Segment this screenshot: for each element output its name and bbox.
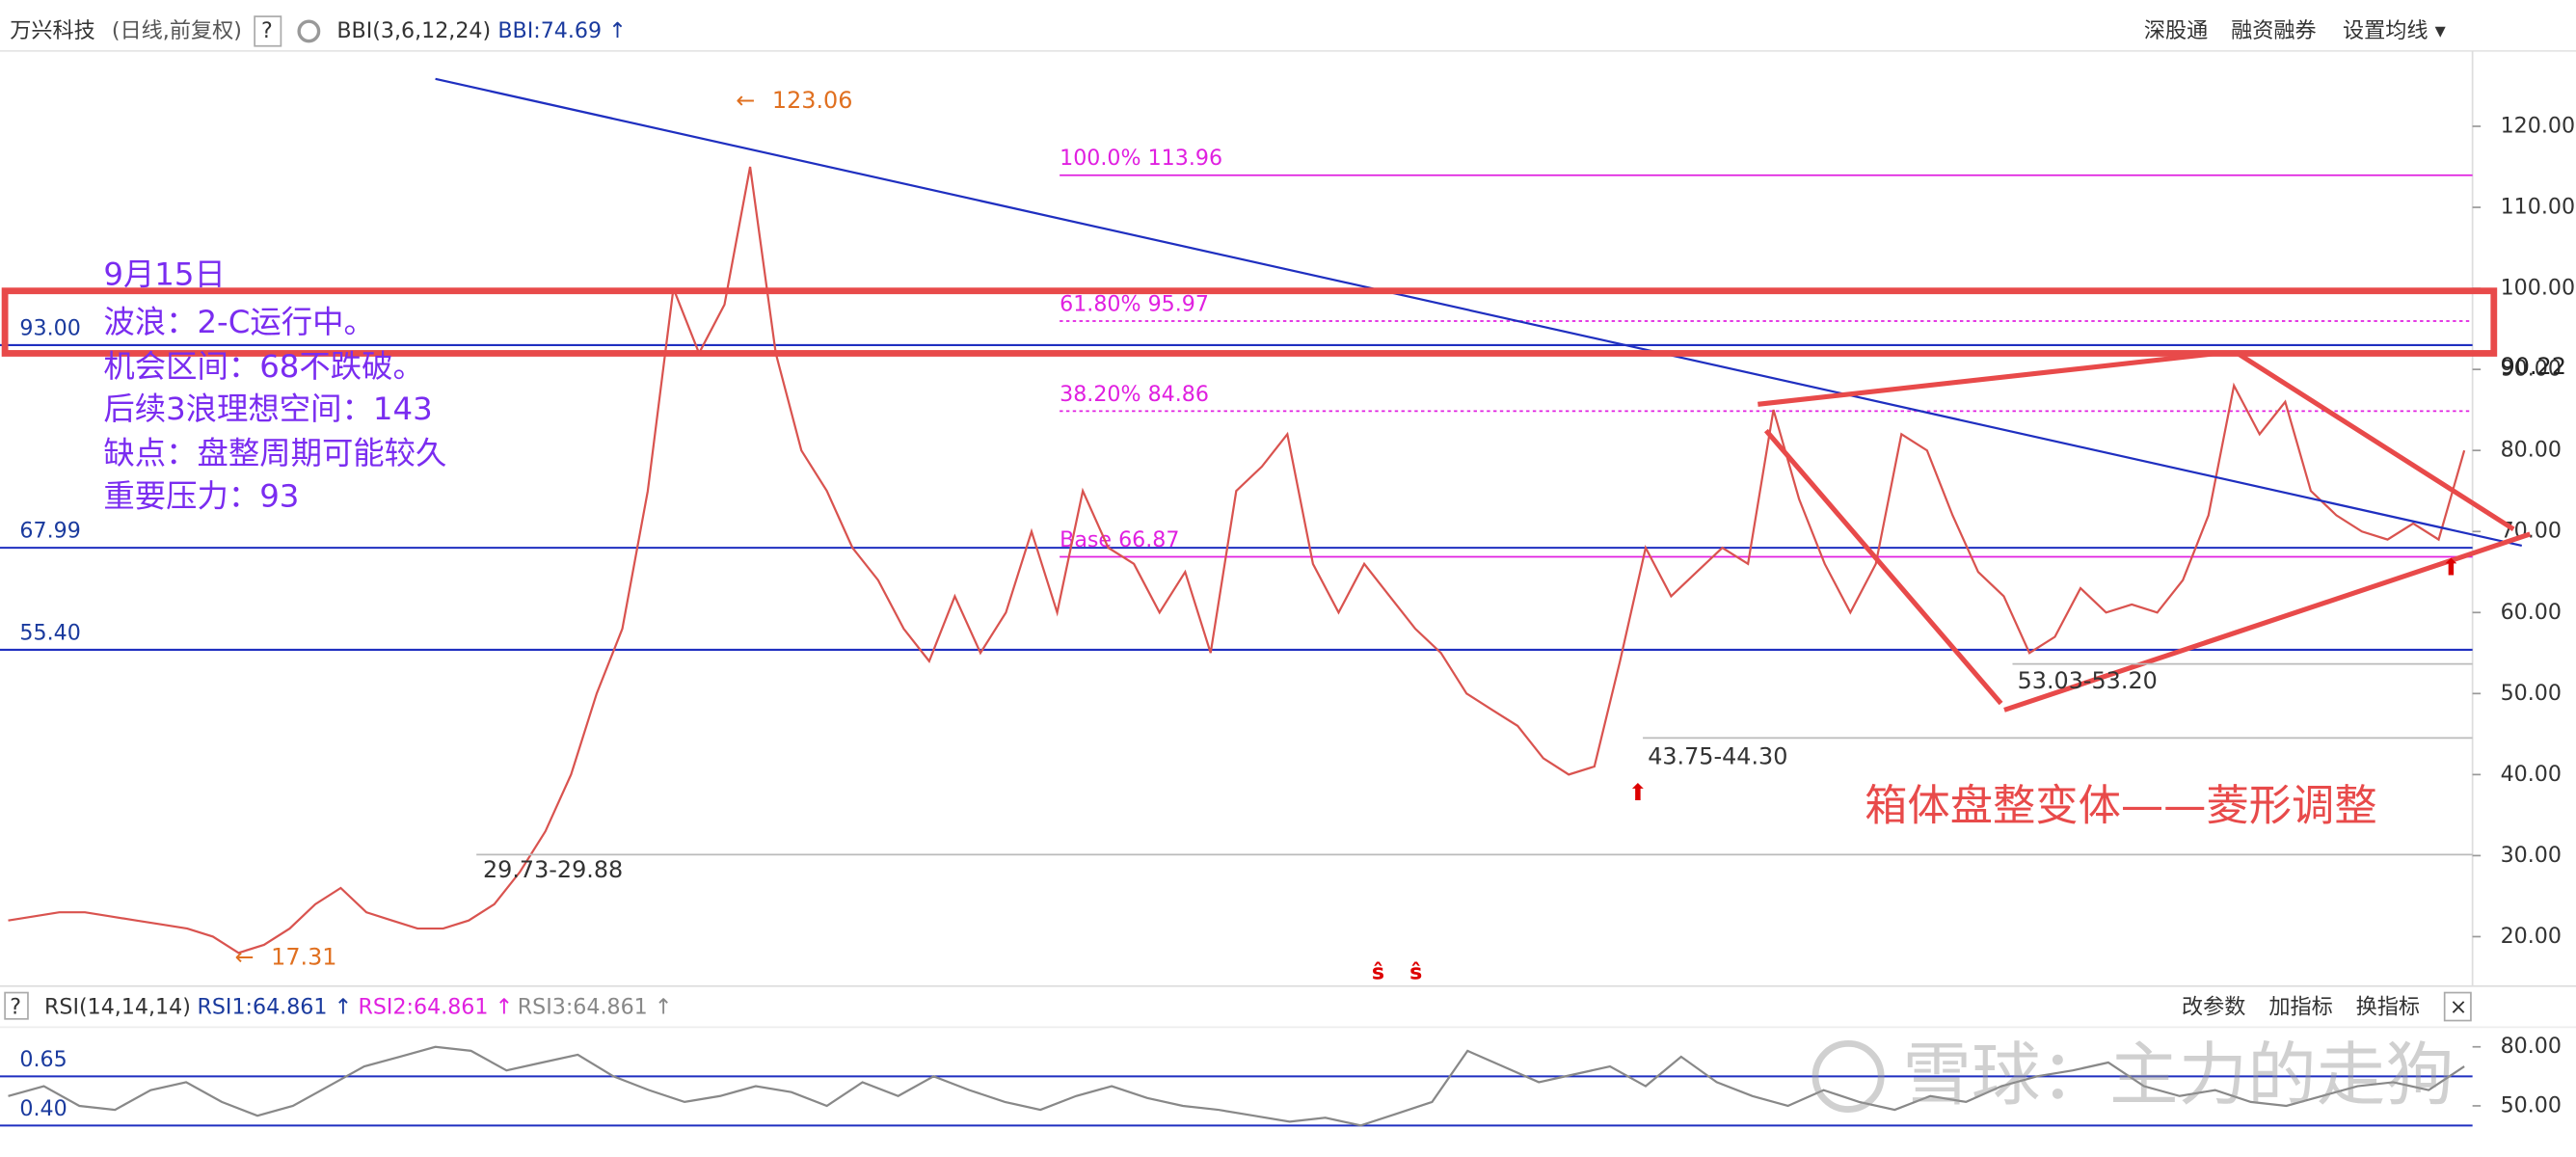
- top-button[interactable]: 设置均线 ▾: [2343, 18, 2447, 43]
- note-line: 后续3浪理想空间：143: [103, 390, 432, 427]
- note-line: 波浪：2-C运行中。: [103, 304, 374, 340]
- low-arrow: ←: [235, 944, 255, 971]
- level-label: 67.99: [19, 519, 80, 544]
- high-label: 123.06: [772, 87, 852, 114]
- high-arrow: ←: [736, 87, 755, 114]
- range-label: 43.75-44.30: [1648, 742, 1787, 769]
- rsi-value: RSI3:64.861 ↑: [518, 994, 673, 1019]
- y-tick-label: 50.00: [2501, 681, 2562, 706]
- panel-button[interactable]: 换指标: [2356, 994, 2420, 1019]
- range-label: 53.03-53.20: [2018, 667, 2158, 694]
- low-label: 17.31: [271, 944, 336, 971]
- rsi-value: RSI1:64.861 ↑: [197, 994, 352, 1019]
- signal-mark: ŝ: [1372, 960, 1384, 985]
- y-tick-label: 90.00: [2501, 357, 2562, 382]
- indicator-name: BBI(3,6,12,24): [336, 18, 491, 43]
- help-box[interactable]: [4, 991, 29, 1020]
- trend-line: [435, 77, 2523, 547]
- note-line: 缺点：盘整周期可能较久: [103, 435, 446, 471]
- note-line: 重要压力：93: [103, 477, 299, 514]
- help-box[interactable]: [254, 15, 282, 47]
- settings-icon[interactable]: [297, 19, 321, 43]
- buy-arrow: ⬆: [1628, 779, 1648, 806]
- y-tick-label: 30.00: [2501, 843, 2562, 868]
- y-tick-label: 110.00: [2501, 195, 2575, 220]
- highlight-box: [1, 287, 2498, 357]
- level-label: 55.40: [19, 620, 80, 645]
- y-tick-label: 60.00: [2501, 600, 2562, 625]
- arrow-line: [1763, 428, 2003, 706]
- top-button[interactable]: 融资融券: [2231, 18, 2317, 43]
- range-label: 29.73-29.88: [483, 856, 623, 883]
- rsi-name: RSI(14,14,14): [44, 994, 191, 1019]
- fib-label: 100.0% 113.96: [1060, 146, 1222, 171]
- y-tick-label: 100.00: [2501, 276, 2575, 301]
- close-box[interactable]: [2443, 991, 2472, 1022]
- watermark: 雪球：主力的走狗: [1902, 1035, 2455, 1115]
- help[interactable]: ?: [261, 18, 273, 43]
- indicator-value: BBI:74.69 ↑: [497, 18, 626, 43]
- y-tick-label: 80.00: [2501, 1034, 2562, 1059]
- panel-button[interactable]: 加指标: [2268, 994, 2332, 1019]
- plot: 20.0030.0040.0050.0060.0070.0080.0090.00…: [0, 87, 2575, 1127]
- panel-button[interactable]: 改参数: [2182, 994, 2245, 1019]
- y-tick-label: 80.00: [2501, 438, 2562, 463]
- series-line: [8, 166, 2466, 955]
- arrow-line: [2003, 531, 2532, 713]
- fib-label: 61.80% 95.97: [1060, 291, 1209, 316]
- arrow-line: [1758, 350, 2218, 407]
- help[interactable]: ?: [10, 994, 21, 1019]
- watermark-logo: [1811, 1039, 1885, 1113]
- rsi-value: RSI2:64.861 ↑: [358, 994, 513, 1019]
- top-button[interactable]: 深股通: [2144, 18, 2208, 43]
- series-line: [8, 1045, 2465, 1127]
- y-tick-label: 20.00: [2501, 924, 2562, 949]
- note-line: 9月15日: [103, 256, 226, 292]
- level-label: 0.65: [19, 1047, 67, 1072]
- current-price: 90.22: [2501, 353, 2566, 380]
- fib-label: Base 66.87: [1060, 527, 1179, 552]
- mode: (日线,前复权): [112, 18, 242, 43]
- y-tick-label: 50.00: [2501, 1092, 2562, 1117]
- arrow-line: [2236, 351, 2515, 532]
- level-label: 0.40: [19, 1096, 67, 1121]
- note-line: 机会区间：68不跌破。: [103, 348, 424, 385]
- y-tick-label: 40.00: [2501, 762, 2562, 787]
- signal-mark: ŝ: [1409, 960, 1422, 985]
- stock-name: 万兴科技: [10, 18, 95, 43]
- fib-label: 38.20% 84.86: [1060, 382, 1209, 407]
- y-tick-label: 120.00: [2501, 114, 2575, 139]
- buy-arrow: ⬆: [2441, 553, 2460, 580]
- panel-button[interactable]: ×: [2450, 994, 2468, 1019]
- level-label: 93.00: [19, 315, 80, 340]
- pattern-label: 箱体盘整变体——菱形调整: [1865, 782, 2377, 831]
